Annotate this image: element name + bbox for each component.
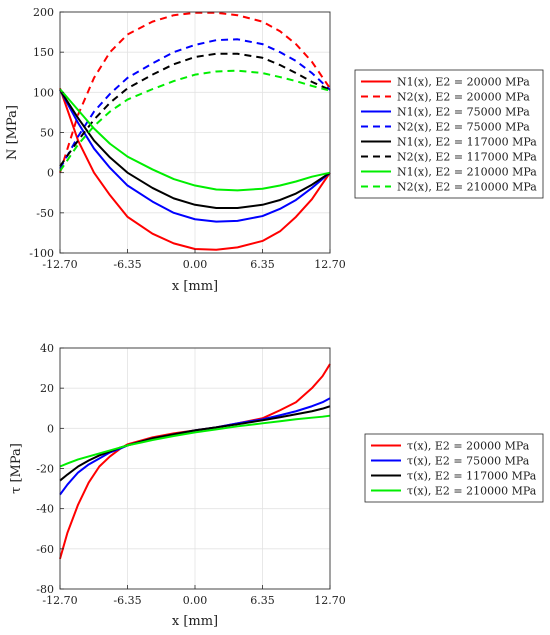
y-tick-label: -40 — [36, 503, 54, 516]
x-tick-label: 0.00 — [183, 258, 208, 271]
series-line — [59, 38, 331, 170]
series-line — [59, 88, 331, 192]
y-tick-label: 0 — [47, 422, 54, 435]
x-tick-label: 12.70 — [314, 258, 346, 271]
legend-label: N2(x), E2 = 75000 MPa — [397, 121, 530, 134]
y-axis-label: τ [MPa] — [9, 443, 24, 494]
legend-label: N1(x), E2 = 20000 MPa — [397, 76, 530, 89]
legend-label: τ(x), E2 = 210000 MPa — [407, 485, 537, 498]
y-tick-label: 0 — [47, 167, 54, 180]
series-line — [59, 69, 331, 172]
chart-shear-stress: -12.70 -6.35 0.00 6.35 12.70 -80 -60 -40 -20 0 20 4… — [9, 342, 544, 629]
x-tick-label: -6.35 — [113, 258, 141, 271]
y-tick-label: 100 — [33, 86, 54, 99]
series-line — [59, 52, 331, 167]
y-tick-label: 150 — [33, 46, 54, 59]
y-tick-label: -50 — [36, 207, 54, 220]
x-tick-label: 0.00 — [183, 594, 208, 607]
legend-box — [354, 69, 544, 199]
series-line — [59, 87, 331, 251]
y-tick-label: -60 — [36, 543, 54, 556]
x-tick-label: 12.70 — [314, 594, 346, 607]
y-tick-label: -100 — [29, 247, 54, 260]
x-tick-label: 6.35 — [250, 594, 275, 607]
series-line — [59, 89, 331, 210]
legend-label: N2(x), E2 = 117000 MPa — [397, 151, 537, 164]
y-tick-label: 20 — [40, 382, 54, 395]
series-line — [59, 89, 331, 223]
x-tick-label: -12.70 — [42, 594, 77, 607]
series-line — [59, 405, 331, 482]
legend-label: N2(x), E2 = 20000 MPa — [397, 91, 530, 104]
x-tick-label: -6.35 — [113, 594, 141, 607]
x-tick-label: 6.35 — [250, 258, 275, 271]
y-tick-label: 50 — [40, 127, 54, 140]
x-tick-label: -12.70 — [42, 258, 77, 271]
legend-label: τ(x), E2 = 117000 MPa — [407, 470, 537, 483]
series-line — [59, 11, 331, 173]
legend-label: N2(x), E2 = 210000 MPa — [397, 181, 537, 194]
legend-label: τ(x), E2 = 20000 MPa — [407, 440, 530, 453]
y-tick-label: -80 — [36, 583, 54, 596]
x-axis-label: x [mm] — [172, 279, 218, 294]
series-line — [59, 414, 331, 468]
y-axis-label: N [MPa] — [5, 105, 20, 160]
legend-label: N1(x), E2 = 75000 MPa — [397, 106, 530, 119]
x-axis-label: x [mm] — [172, 614, 218, 629]
legend-label: N1(x), E2 = 117000 MPa — [397, 136, 537, 149]
legend-label: N1(x), E2 = 210000 MPa — [397, 166, 537, 179]
y-tick-label: 200 — [33, 6, 54, 19]
y-tick-label: -20 — [36, 463, 54, 476]
chart-normal-force: -12.70 -6.35 0.00 6.35 12.70 -100 -50 0 50 100 150… — [5, 6, 544, 294]
legend-label: τ(x), E2 = 75000 MPa — [407, 455, 530, 468]
y-tick-label: 40 — [40, 342, 54, 355]
